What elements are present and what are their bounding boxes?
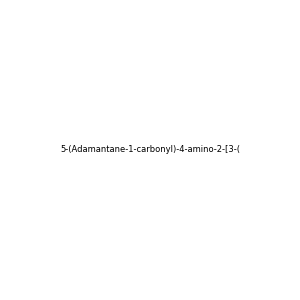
- Text: 5-(Adamantane-1-carbonyl)-4-amino-2-[3-(: 5-(Adamantane-1-carbonyl)-4-amino-2-[3-(: [60, 146, 240, 154]
